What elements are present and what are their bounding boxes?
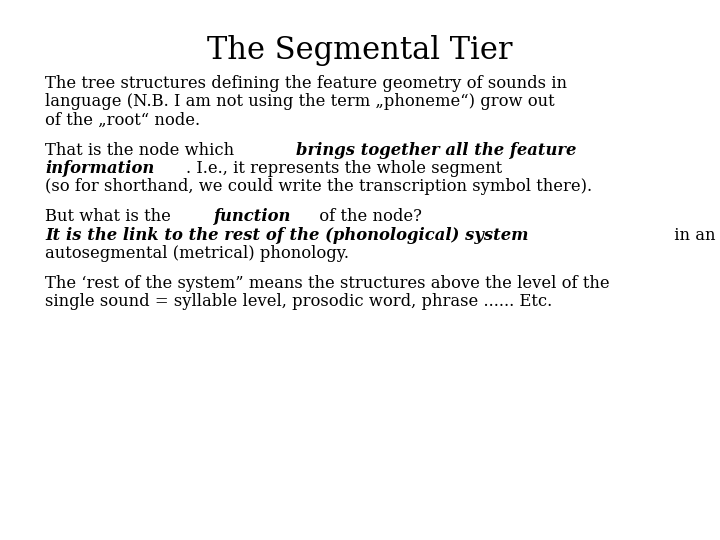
Text: The tree structures defining the feature geometry of sounds in: The tree structures defining the feature… — [45, 75, 567, 92]
Text: language (N.B. I am not using the term „phoneme“) grow out: language (N.B. I am not using the term „… — [45, 93, 554, 110]
Text: It is the link to the rest of the (phonological) system: It is the link to the rest of the (phono… — [45, 227, 528, 244]
Text: of the „root“ node.: of the „root“ node. — [45, 112, 200, 129]
Text: of the node?: of the node? — [314, 208, 422, 225]
Text: (so for shorthand, we could write the transcription symbol there).: (so for shorthand, we could write the tr… — [45, 178, 592, 195]
Text: That is the node which: That is the node which — [45, 141, 239, 159]
Text: function: function — [214, 208, 292, 225]
Text: information: information — [45, 160, 154, 177]
Text: . I.e., it represents the whole segment: . I.e., it represents the whole segment — [186, 160, 502, 177]
Text: in an: in an — [669, 227, 716, 244]
Text: brings together all the feature: brings together all the feature — [296, 141, 576, 159]
Text: autosegmental (metrical) phonology.: autosegmental (metrical) phonology. — [45, 245, 349, 262]
Text: But what is the: But what is the — [45, 208, 176, 225]
Text: single sound = syllable level, prosodic word, phrase ...... Etc.: single sound = syllable level, prosodic … — [45, 293, 552, 310]
Text: The Segmental Tier: The Segmental Tier — [207, 35, 513, 66]
Text: The ‘rest of the system” means the structures above the level of the: The ‘rest of the system” means the struc… — [45, 275, 610, 292]
